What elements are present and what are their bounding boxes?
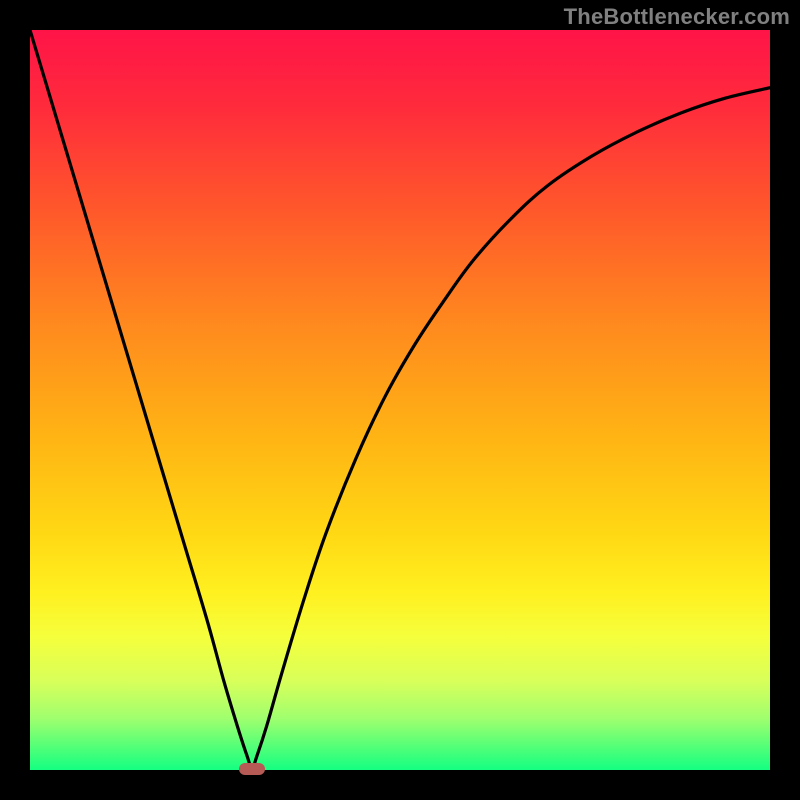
bottleneck-curve	[30, 30, 770, 770]
plot-area	[30, 30, 770, 770]
chart-outer: TheBottlenecker.com	[0, 0, 800, 800]
minimum-marker	[239, 763, 265, 775]
watermark-text: TheBottlenecker.com	[564, 4, 790, 30]
